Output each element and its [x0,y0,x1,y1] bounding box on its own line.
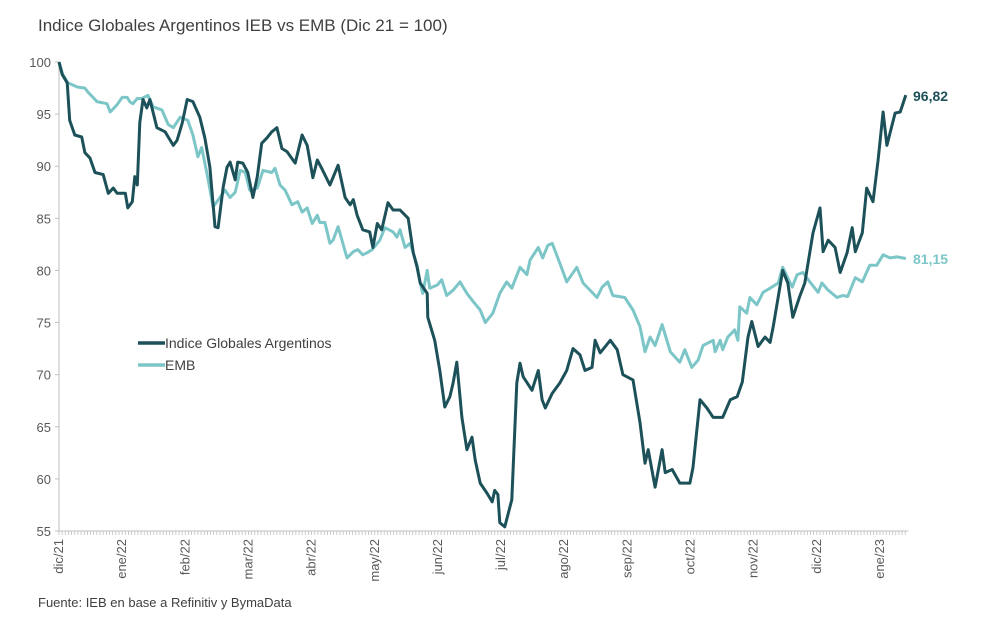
x-tick-label: abr/22 [304,539,319,576]
x-tick-label: feb/22 [177,539,192,575]
x-tick-label: ene/23 [872,539,887,579]
x-tick-label: ene/22 [114,539,129,579]
x-tick-label: dic/22 [809,539,824,574]
y-tick-label: 80 [37,263,51,278]
source-note: Fuente: IEB en base a Refinitiv y BymaDa… [38,595,292,610]
series-line-emb [57,61,907,369]
x-tick-label: jul/22 [493,539,508,571]
y-tick-label: 60 [37,472,51,487]
axes: 55 60 65 70 75 80 85 90 95 100 dic/21 ene/22 feb/22 m… [29,55,909,582]
x-tick-label: dic/21 [51,539,66,574]
end-label-iga: 96,82 [913,88,948,104]
x-tick-label: nov/22 [746,539,761,578]
y-tick-label: 55 [37,524,51,539]
x-tick-label: oct/22 [683,539,698,574]
x-tick-label: sep/22 [619,539,634,578]
legend-label-emb: EMB [165,357,195,373]
y-tick-label: 65 [37,420,51,435]
end-label-emb: 81,15 [913,251,948,267]
x-tick-label: jun/22 [430,539,445,575]
x-tick-label: may/22 [367,539,382,582]
series-lines [57,61,908,529]
y-tick-label: 75 [37,316,51,331]
y-tick-label: 90 [37,159,51,174]
x-tick-label: ago/22 [556,539,571,579]
y-tick-label: 85 [37,211,51,226]
series-line-iga [57,61,908,529]
chart-title: Indice Globales Argentinos IEB vs EMB (D… [38,16,448,35]
y-tick-label: 95 [37,107,51,122]
y-tick-label: 70 [37,368,51,383]
legend: Indice Globales Argentinos EMB [138,335,332,373]
x-tick-label: mar/22 [240,539,255,579]
legend-label-iga: Indice Globales Argentinos [165,335,332,351]
y-tick-label: 100 [29,55,51,70]
